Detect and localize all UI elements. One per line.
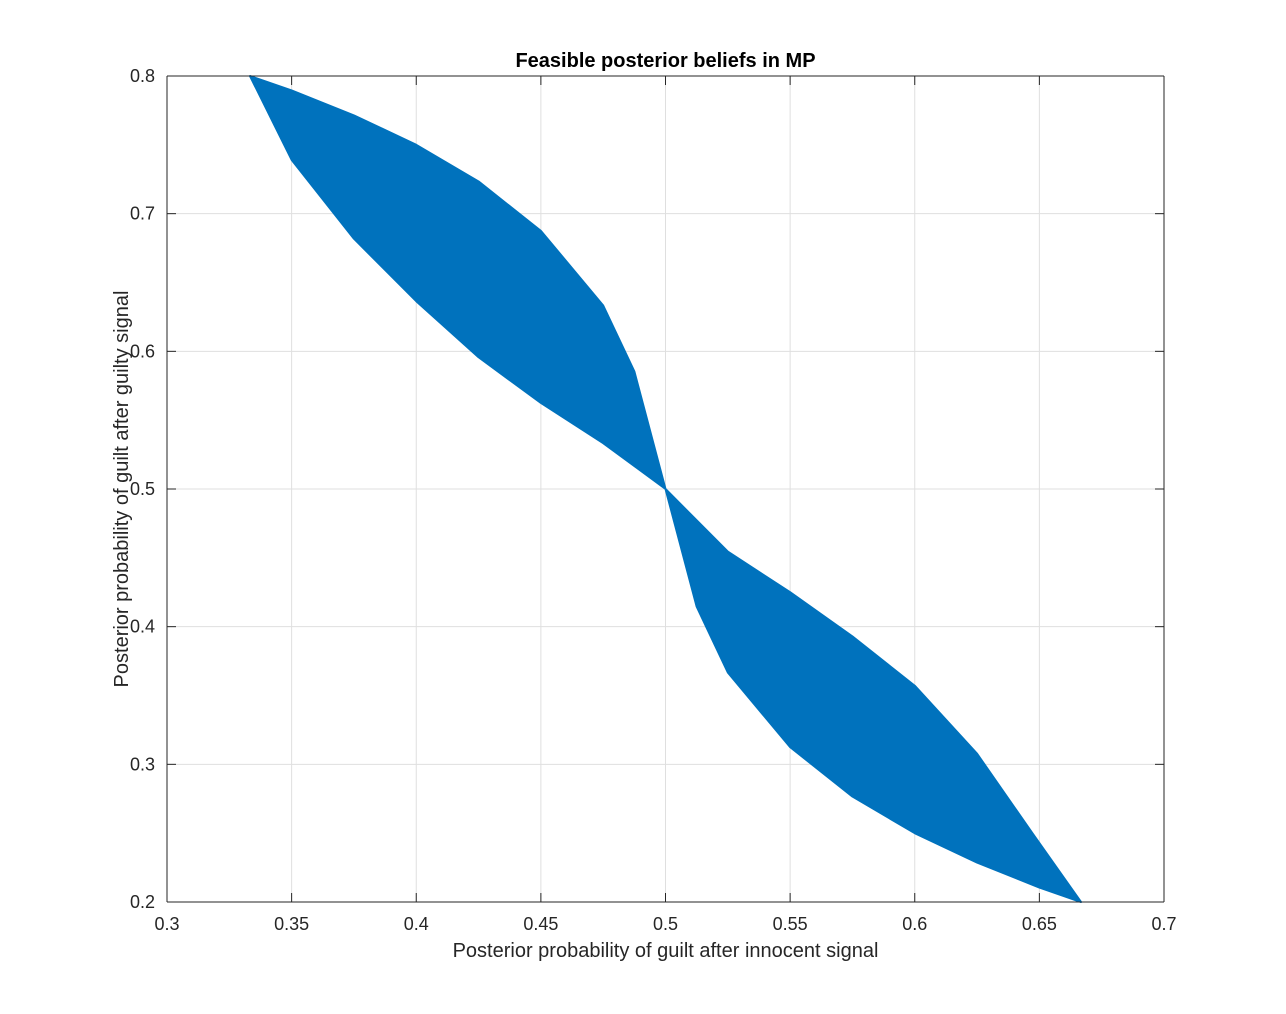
y-tick-labels: 0.2 0.3 0.4 0.5 0.6 0.7 0.8 bbox=[130, 66, 155, 912]
chart-title: Feasible posterior beliefs in MP bbox=[515, 50, 815, 72]
x-tick-label-0: 0.3 bbox=[154, 914, 179, 934]
x-tick-label-7: 0.65 bbox=[1022, 914, 1057, 934]
x-tick-label-2: 0.4 bbox=[404, 914, 429, 934]
x-tick-label-5: 0.55 bbox=[773, 914, 808, 934]
y-axis-label: Posterior probability of guilt after gui… bbox=[111, 291, 133, 688]
y-tick-label-3: 0.5 bbox=[130, 479, 155, 499]
x-tick-label-1: 0.35 bbox=[274, 914, 309, 934]
x-tick-label-4: 0.5 bbox=[653, 914, 678, 934]
y-tick-label-1: 0.3 bbox=[130, 754, 155, 774]
x-tick-label-6: 0.6 bbox=[902, 914, 927, 934]
y-tick-label-4: 0.6 bbox=[130, 341, 155, 361]
x-tick-label-3: 0.45 bbox=[523, 914, 558, 934]
y-tick-label-6: 0.8 bbox=[130, 66, 155, 86]
tick-marks bbox=[166, 75, 1165, 903]
y-tick-label-0: 0.2 bbox=[130, 892, 155, 912]
x-tick-label-8: 0.7 bbox=[1151, 914, 1176, 934]
y-tick-label-5: 0.7 bbox=[130, 204, 155, 224]
x-tick-labels: 0.3 0.35 0.4 0.45 0.5 0.55 0.6 0.65 0.7 bbox=[154, 914, 1176, 934]
x-axis-label: Posterior probability of guilt after inn… bbox=[453, 940, 879, 962]
y-tick-label-2: 0.4 bbox=[130, 617, 155, 637]
